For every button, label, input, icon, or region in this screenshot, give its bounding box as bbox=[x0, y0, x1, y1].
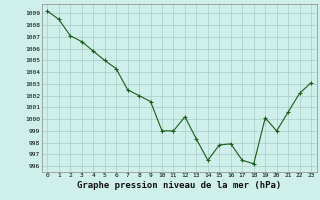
X-axis label: Graphe pression niveau de la mer (hPa): Graphe pression niveau de la mer (hPa) bbox=[77, 181, 281, 190]
